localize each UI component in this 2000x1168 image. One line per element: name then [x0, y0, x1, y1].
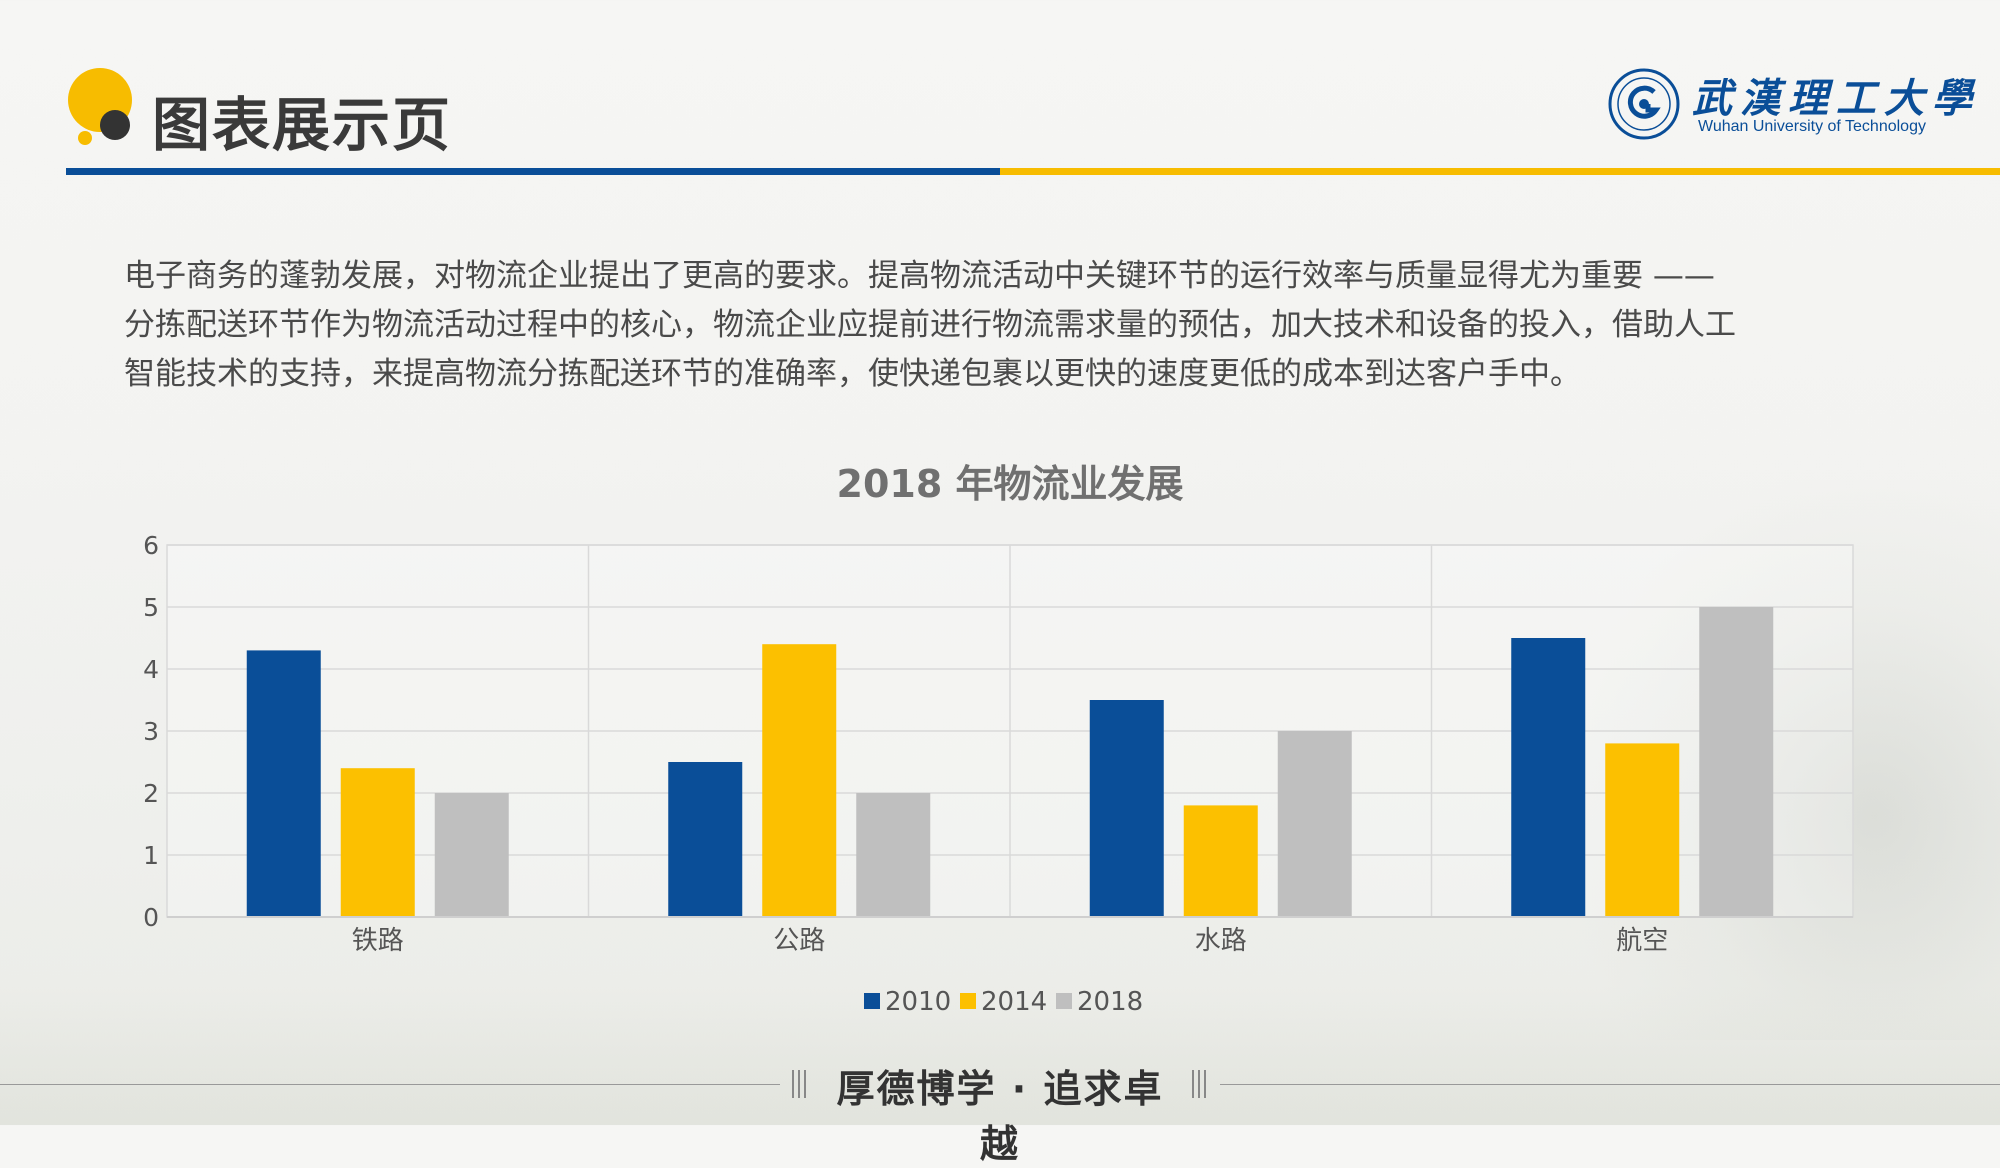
bar-chart: 2018 年物流业发展 0 1 2 3 4 5 6 铁路 公路 水路 航空 2010 2014 2018 — [143, 462, 1854, 1017]
bar-2010-3 — [1511, 638, 1586, 917]
x-tick-label: 公路 — [773, 926, 825, 956]
university-emblem-icon — [1608, 68, 1680, 140]
y-tick-label: 6 — [143, 531, 159, 560]
y-tick-label: 5 — [143, 593, 159, 622]
y-tick-label: 4 — [143, 655, 159, 684]
bar-2018-2 — [1277, 731, 1352, 917]
legend-swatch-2018 — [1056, 993, 1072, 1009]
bar-2014-3 — [1605, 743, 1680, 917]
bar-2018-1 — [856, 793, 931, 917]
header-rule-blue — [66, 168, 1000, 175]
y-tick-label: 1 — [143, 841, 159, 870]
footer-motto: 厚德博学 · 追求卓越 — [836, 1067, 1164, 1166]
university-name-en: Wuhan University of Technology — [1698, 118, 1926, 135]
university-name-cn: 武漢理工大學 — [1692, 75, 1980, 122]
y-tick-label: 3 — [143, 717, 159, 746]
legend-label: 2014 — [981, 987, 1047, 1017]
intro-paragraph: 电子商务的蓬勃发展，对物流企业提出了更高的要求。提高物流活动中关键环节的运行效率… — [124, 252, 1864, 399]
title-decoration-small-circle — [78, 131, 92, 145]
footer-line-right — [1220, 1084, 2000, 1085]
y-tick-label: 2 — [143, 779, 159, 808]
intro-line: 电子商务的蓬勃发展，对物流企业提出了更高的要求。提高物流活动中关键环节的运行效率… — [124, 258, 1715, 294]
legend-swatch-2010 — [864, 993, 880, 1009]
footer-divider-right — [1190, 1070, 1210, 1098]
x-tick-label: 水路 — [1195, 926, 1247, 956]
bar-2010-0 — [246, 650, 321, 917]
bar-2014-1 — [762, 644, 837, 917]
bar-2010-1 — [668, 762, 743, 917]
y-tick-label: 0 — [143, 903, 159, 932]
title-decoration-dark-circle — [100, 110, 130, 140]
bar-2018-0 — [434, 793, 509, 917]
legend-label: 2018 — [1077, 987, 1143, 1017]
page-title: 图表展示页 — [152, 91, 453, 159]
bar-2014-2 — [1183, 805, 1258, 917]
x-tick-label: 铁路 — [352, 926, 404, 956]
chart-title: 2018 年物流业发展 — [837, 462, 1184, 506]
footer-divider-left — [790, 1070, 810, 1098]
bar-2014-0 — [340, 768, 415, 917]
x-tick-label: 航空 — [1616, 926, 1668, 956]
footer-line-left — [0, 1084, 780, 1085]
legend-swatch-2014 — [960, 993, 976, 1009]
bar-2018-3 — [1699, 607, 1774, 917]
background-ground — [0, 985, 2000, 1125]
intro-line: 分拣配送环节作为物流活动过程中的核心，物流企业应提前进行物流需求量的预估，加大技… — [124, 307, 1736, 343]
intro-line: 智能技术的支持，来提高物流分拣配送环节的准确率，使快递包裹以更快的速度更低的成本… — [124, 356, 1581, 392]
header-rule-yellow — [1000, 168, 2000, 175]
legend-label: 2010 — [885, 987, 951, 1017]
bar-2010-2 — [1089, 700, 1164, 917]
